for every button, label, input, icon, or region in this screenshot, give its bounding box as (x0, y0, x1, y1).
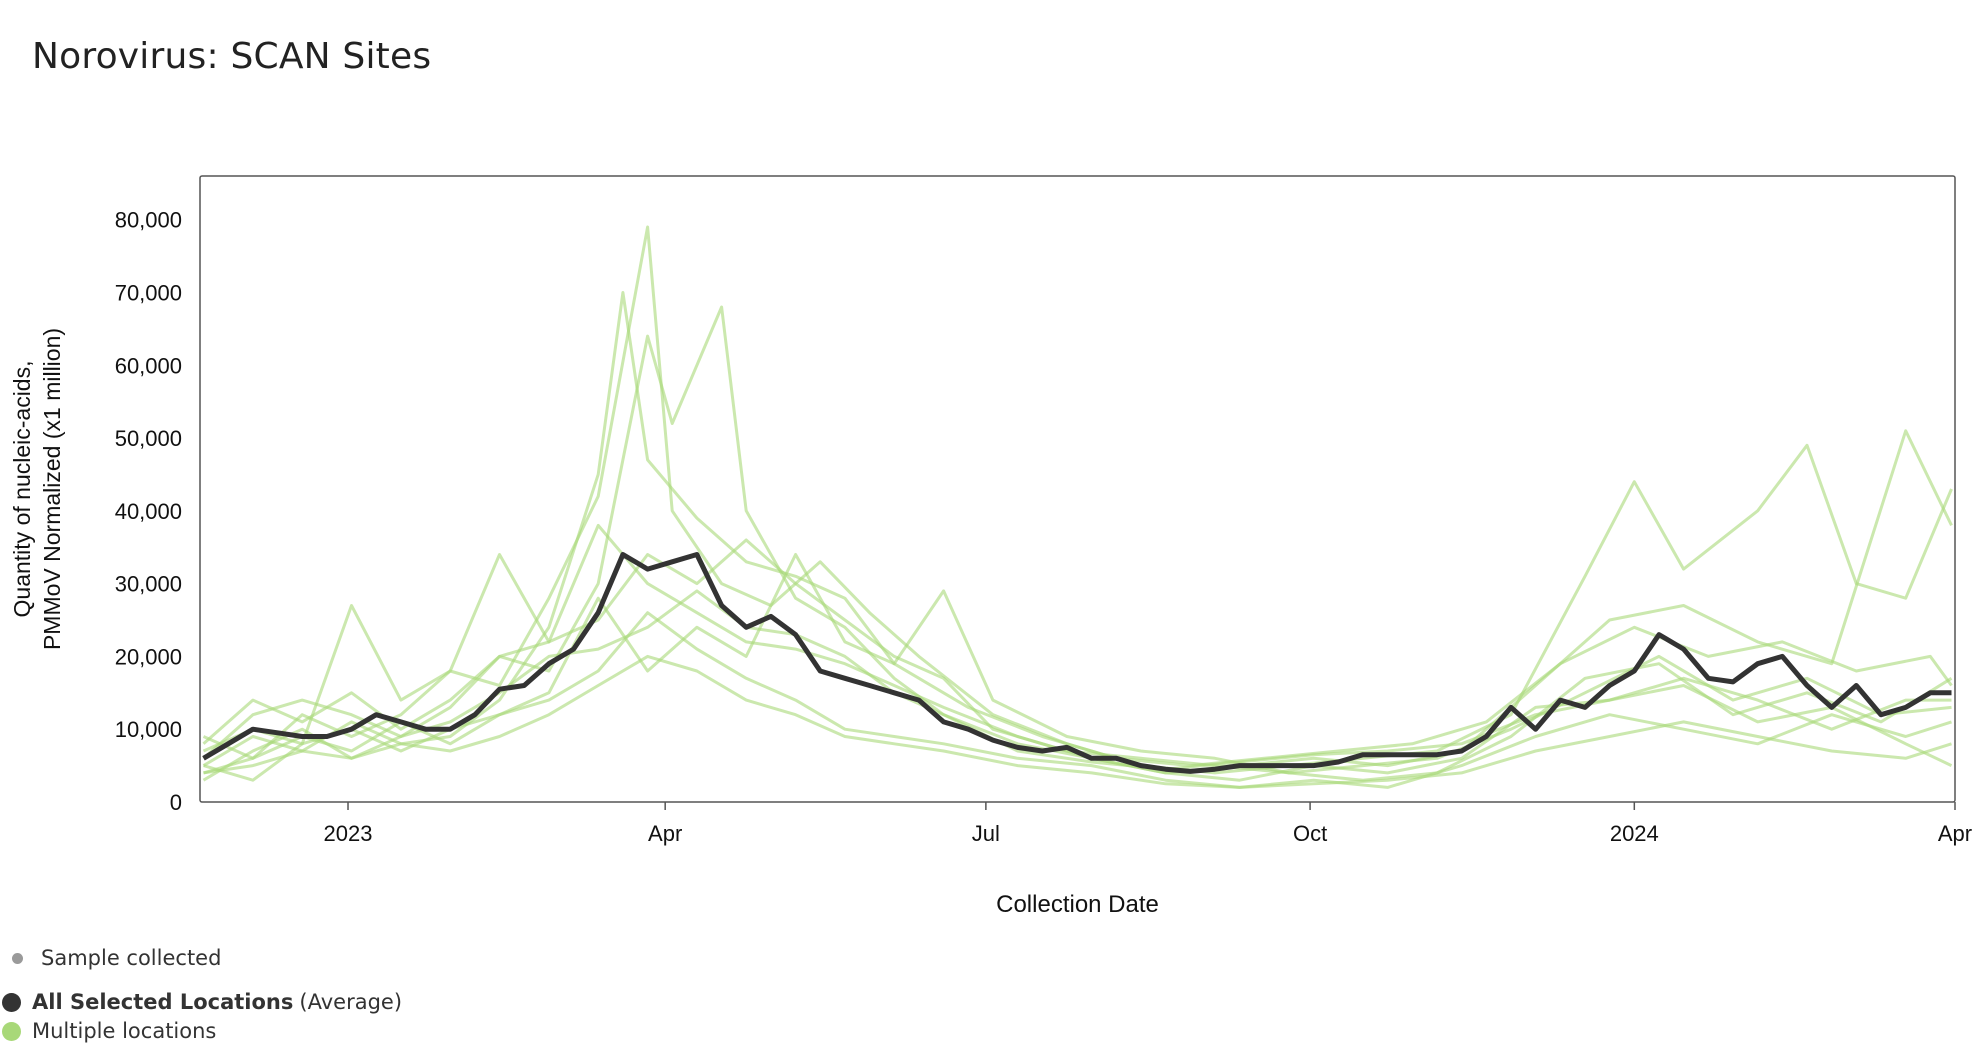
y-tick-label: 70,000 (115, 280, 182, 305)
location-series-line[interactable] (202, 553, 1953, 782)
x-axis-title: Collection Date (996, 891, 1159, 918)
location-series-line[interactable] (203, 225, 1953, 775)
y-tick-label: 80,000 (115, 208, 182, 233)
y-tick-label: 20,000 (115, 644, 182, 669)
plot-frame (199, 175, 1956, 803)
y-tick-label: 50,000 (115, 426, 182, 451)
location-series-line[interactable] (202, 305, 1953, 782)
y-axis-title-line: Quantity of nucleic-acids, (9, 361, 35, 618)
location-series-line[interactable] (202, 291, 1953, 768)
average-series-group (202, 552, 1952, 774)
average-series-line[interactable] (202, 552, 1952, 774)
y-tick-label: 10,000 (115, 717, 182, 742)
location-series-line[interactable] (202, 611, 1952, 789)
multiple-locations-dot-icon (2, 1021, 21, 1041)
line-chart: Quantity of nucleic-acids, PMMoV Normaliz… (9, 175, 1972, 918)
x-tick-label: Apr (1938, 821, 1972, 846)
y-tick-label: 40,000 (115, 499, 182, 524)
y-tick-label: 60,000 (115, 353, 182, 378)
x-tick-label: Jul (972, 821, 1000, 846)
legend-sample-collected: Sample collected (12, 946, 221, 970)
sample-dot-icon (12, 952, 23, 964)
legend-multiple-label: Multiple locations (32, 1019, 217, 1043)
legend-average-label: All Selected Locations (32, 990, 294, 1014)
x-tick-label: Oct (1293, 821, 1327, 846)
location-series-line[interactable] (202, 538, 1952, 775)
y-axis-title: Quantity of nucleic-acids, PMMoV Normaliz… (9, 328, 65, 650)
x-tick-label: 2024 (1610, 821, 1659, 846)
x-tick-label: Apr (648, 821, 682, 846)
y-tick-label: 30,000 (115, 572, 182, 597)
y-axis-title-line: PMMoV Normalized (x1 million) (39, 328, 65, 650)
legend-multiple-locations[interactable]: Multiple locations (2, 1019, 216, 1043)
y-tick-label: 0 (170, 790, 182, 815)
average-dot-icon (2, 992, 21, 1012)
location-series-line[interactable] (202, 589, 1952, 771)
location-series-line[interactable] (203, 654, 1952, 789)
y-axis-ticks: 0 10,000 20,000 30,000 40,000 50,000 60,000 70,… (115, 208, 182, 815)
location-series-group (202, 225, 1953, 789)
page-title: Norovirus: SCAN Sites (32, 36, 432, 77)
legend-average-suffix: (Average) (299, 990, 403, 1014)
legend-average[interactable]: All Selected Locations (Average) (2, 990, 402, 1014)
plot-area (202, 225, 1953, 789)
legend-sample-label: Sample collected (41, 946, 222, 970)
x-tick-label: 2023 (324, 821, 373, 846)
x-axis-ticks: 2023 Apr Jul Oct 2024 Apr (324, 802, 1972, 846)
